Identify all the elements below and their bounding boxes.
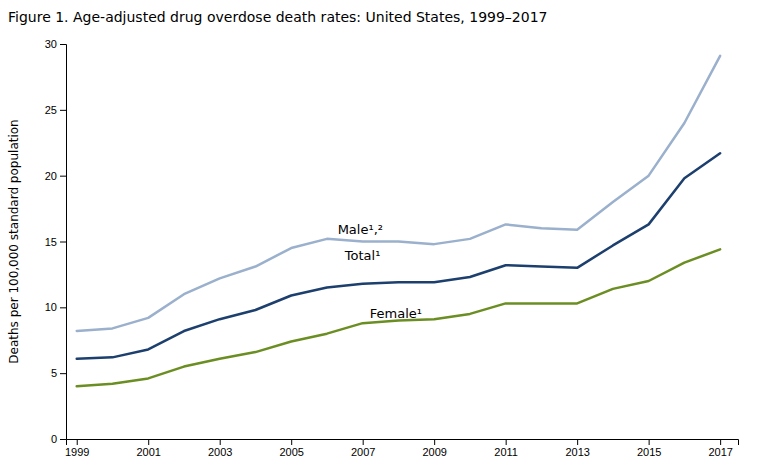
y-tick-label: 5 (51, 367, 57, 379)
y-tick-mark (60, 44, 66, 45)
y-tick-mark (60, 439, 66, 440)
axis-domain (60, 45, 67, 440)
series-line (77, 56, 720, 331)
x-tick-mark (649, 439, 650, 445)
x-tick: 2007 (351, 439, 375, 458)
x-tick-label: 2009 (422, 446, 446, 458)
x-tick: 2015 (637, 439, 661, 458)
x-tick: 2009 (422, 439, 446, 458)
x-tick-mark (720, 439, 721, 445)
y-tick-label: 20 (45, 170, 57, 182)
x-tick-mark (506, 439, 507, 445)
x-tick-mark (434, 439, 435, 445)
y-tick: 20 (45, 170, 66, 182)
y-axis-label: Deaths per 100,000 standard population (7, 119, 21, 363)
axis-domain (67, 440, 739, 446)
x-tick-label: 2003 (208, 446, 232, 458)
annotation: Male¹,² (338, 222, 383, 237)
y-tick: 5 (51, 367, 66, 379)
y-tick-mark (60, 242, 66, 243)
x-tick-label: 2001 (136, 446, 160, 458)
y-tick: 15 (45, 236, 66, 248)
x-axis: 1999 2001 2003 2005 2007 2009 2011 2013 2015 2017 (65, 439, 739, 458)
x-tick-mark (77, 439, 78, 445)
x-tick-mark (291, 439, 292, 445)
x-tick: 2013 (565, 439, 589, 458)
y-tick: 10 (45, 301, 66, 313)
y-tick-mark (60, 110, 66, 111)
x-tick-mark (148, 439, 149, 445)
y-tick: 0 (51, 433, 66, 445)
x-tick-mark (220, 439, 221, 445)
y-tick-label: 0 (51, 433, 57, 445)
y-tick: 30 (45, 38, 66, 50)
title: Figure 1. Age-adjusted drug overdose dea… (8, 9, 547, 25)
y-tick-label: 25 (45, 104, 57, 116)
annotation: Total¹ (344, 248, 381, 263)
x-tick: 1999 (65, 439, 89, 458)
x-tick: 2003 (208, 439, 232, 458)
annotations: Male¹,² Total¹ Female¹ (338, 222, 422, 321)
y-tick: 25 (45, 104, 66, 116)
series-line (77, 153, 720, 358)
annotation: Female¹ (370, 306, 422, 321)
x-tick: 2017 (708, 439, 732, 458)
x-tick-label: 2013 (565, 446, 589, 458)
y-tick-label: 15 (45, 236, 57, 248)
x-tick-label: 1999 (65, 446, 89, 458)
y-tick-label: 30 (45, 38, 57, 50)
x-tick: 2011 (494, 439, 518, 458)
y-tick-mark (60, 373, 66, 374)
y-tick-mark (60, 307, 66, 308)
y-axis: 0 5 10 15 20 25 30 (45, 38, 67, 445)
x-tick-mark (363, 439, 364, 445)
x-tick-label: 2015 (637, 446, 661, 458)
chart: Figure 1. Age-adjusted drug overdose dea… (0, 0, 760, 475)
x-tick: 2005 (279, 439, 303, 458)
x-tick-mark (577, 439, 578, 445)
y-tick-mark (60, 176, 66, 177)
x-tick-label: 2011 (494, 446, 518, 458)
y-tick-label: 10 (45, 301, 57, 313)
x-tick: 2001 (136, 439, 160, 458)
x-tick-label: 2017 (708, 446, 732, 458)
series-line (77, 249, 720, 386)
plot-area (77, 56, 720, 386)
x-tick-label: 2005 (279, 446, 303, 458)
x-tick-label: 2007 (351, 446, 375, 458)
